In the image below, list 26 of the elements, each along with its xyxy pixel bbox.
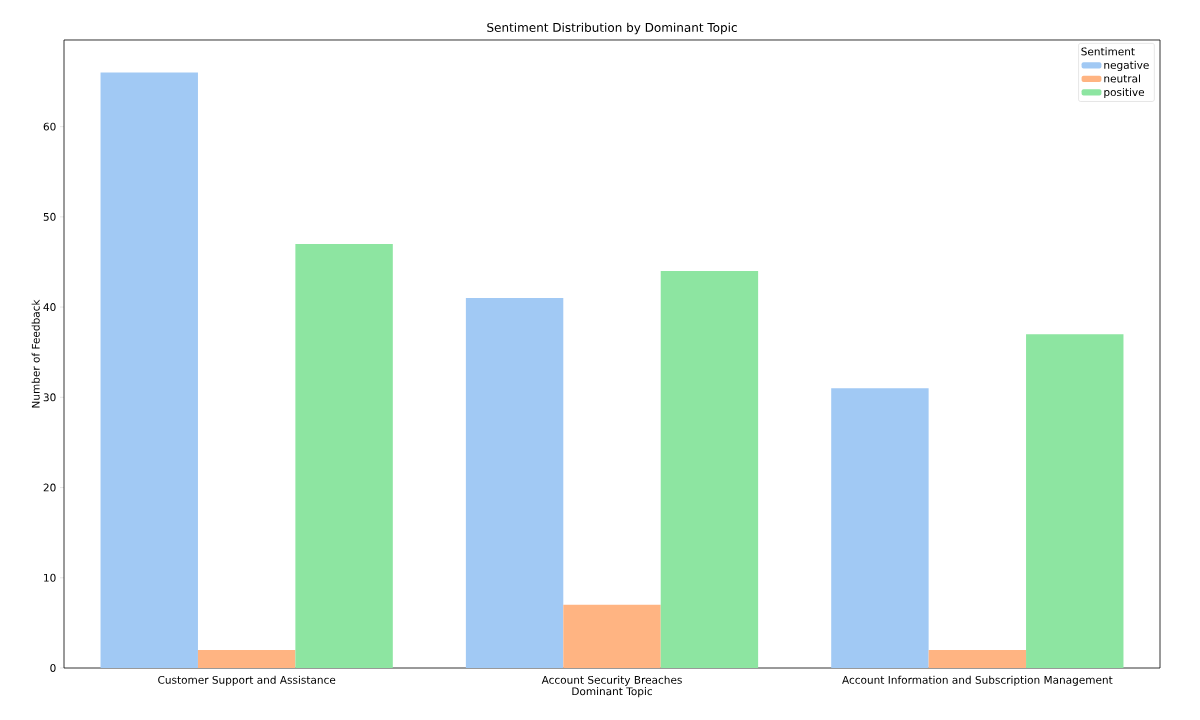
bar: [660, 270, 759, 668]
bar: [100, 72, 198, 668]
legend-title: Sentiment: [1081, 47, 1135, 56]
legend-label: negative: [1104, 60, 1149, 72]
y-tick-label: 40: [43, 303, 56, 312]
bar: [831, 388, 929, 668]
x-tick-label: Customer Support and Assistance: [158, 675, 336, 686]
legend-label: neutral: [1104, 74, 1140, 83]
y-tick-label: 10: [44, 573, 56, 582]
y-tick-label: 50: [43, 212, 56, 221]
bar: [928, 649, 1027, 668]
x-tick-label: Account Information and Subscription Management: [842, 675, 1113, 686]
bar: [465, 298, 564, 668]
y-tick-label: 30: [43, 393, 56, 402]
x-tick-label: Account Security Breaches: [541, 675, 682, 686]
chart-title: Sentiment Distribution by Dominant Topic: [487, 22, 737, 35]
x-axis-title: Dominant Topic: [572, 687, 652, 698]
y-tick-label: 0: [50, 664, 56, 672]
y-tick-label: 20: [43, 483, 56, 492]
y-tick-label: 60: [43, 122, 56, 131]
bar: [197, 649, 296, 668]
y-axis-title: Number of Feedback: [31, 299, 40, 408]
bar: [563, 604, 661, 668]
bar: [295, 243, 393, 668]
legend-label: positive: [1104, 87, 1145, 99]
bar: [1026, 334, 1124, 668]
